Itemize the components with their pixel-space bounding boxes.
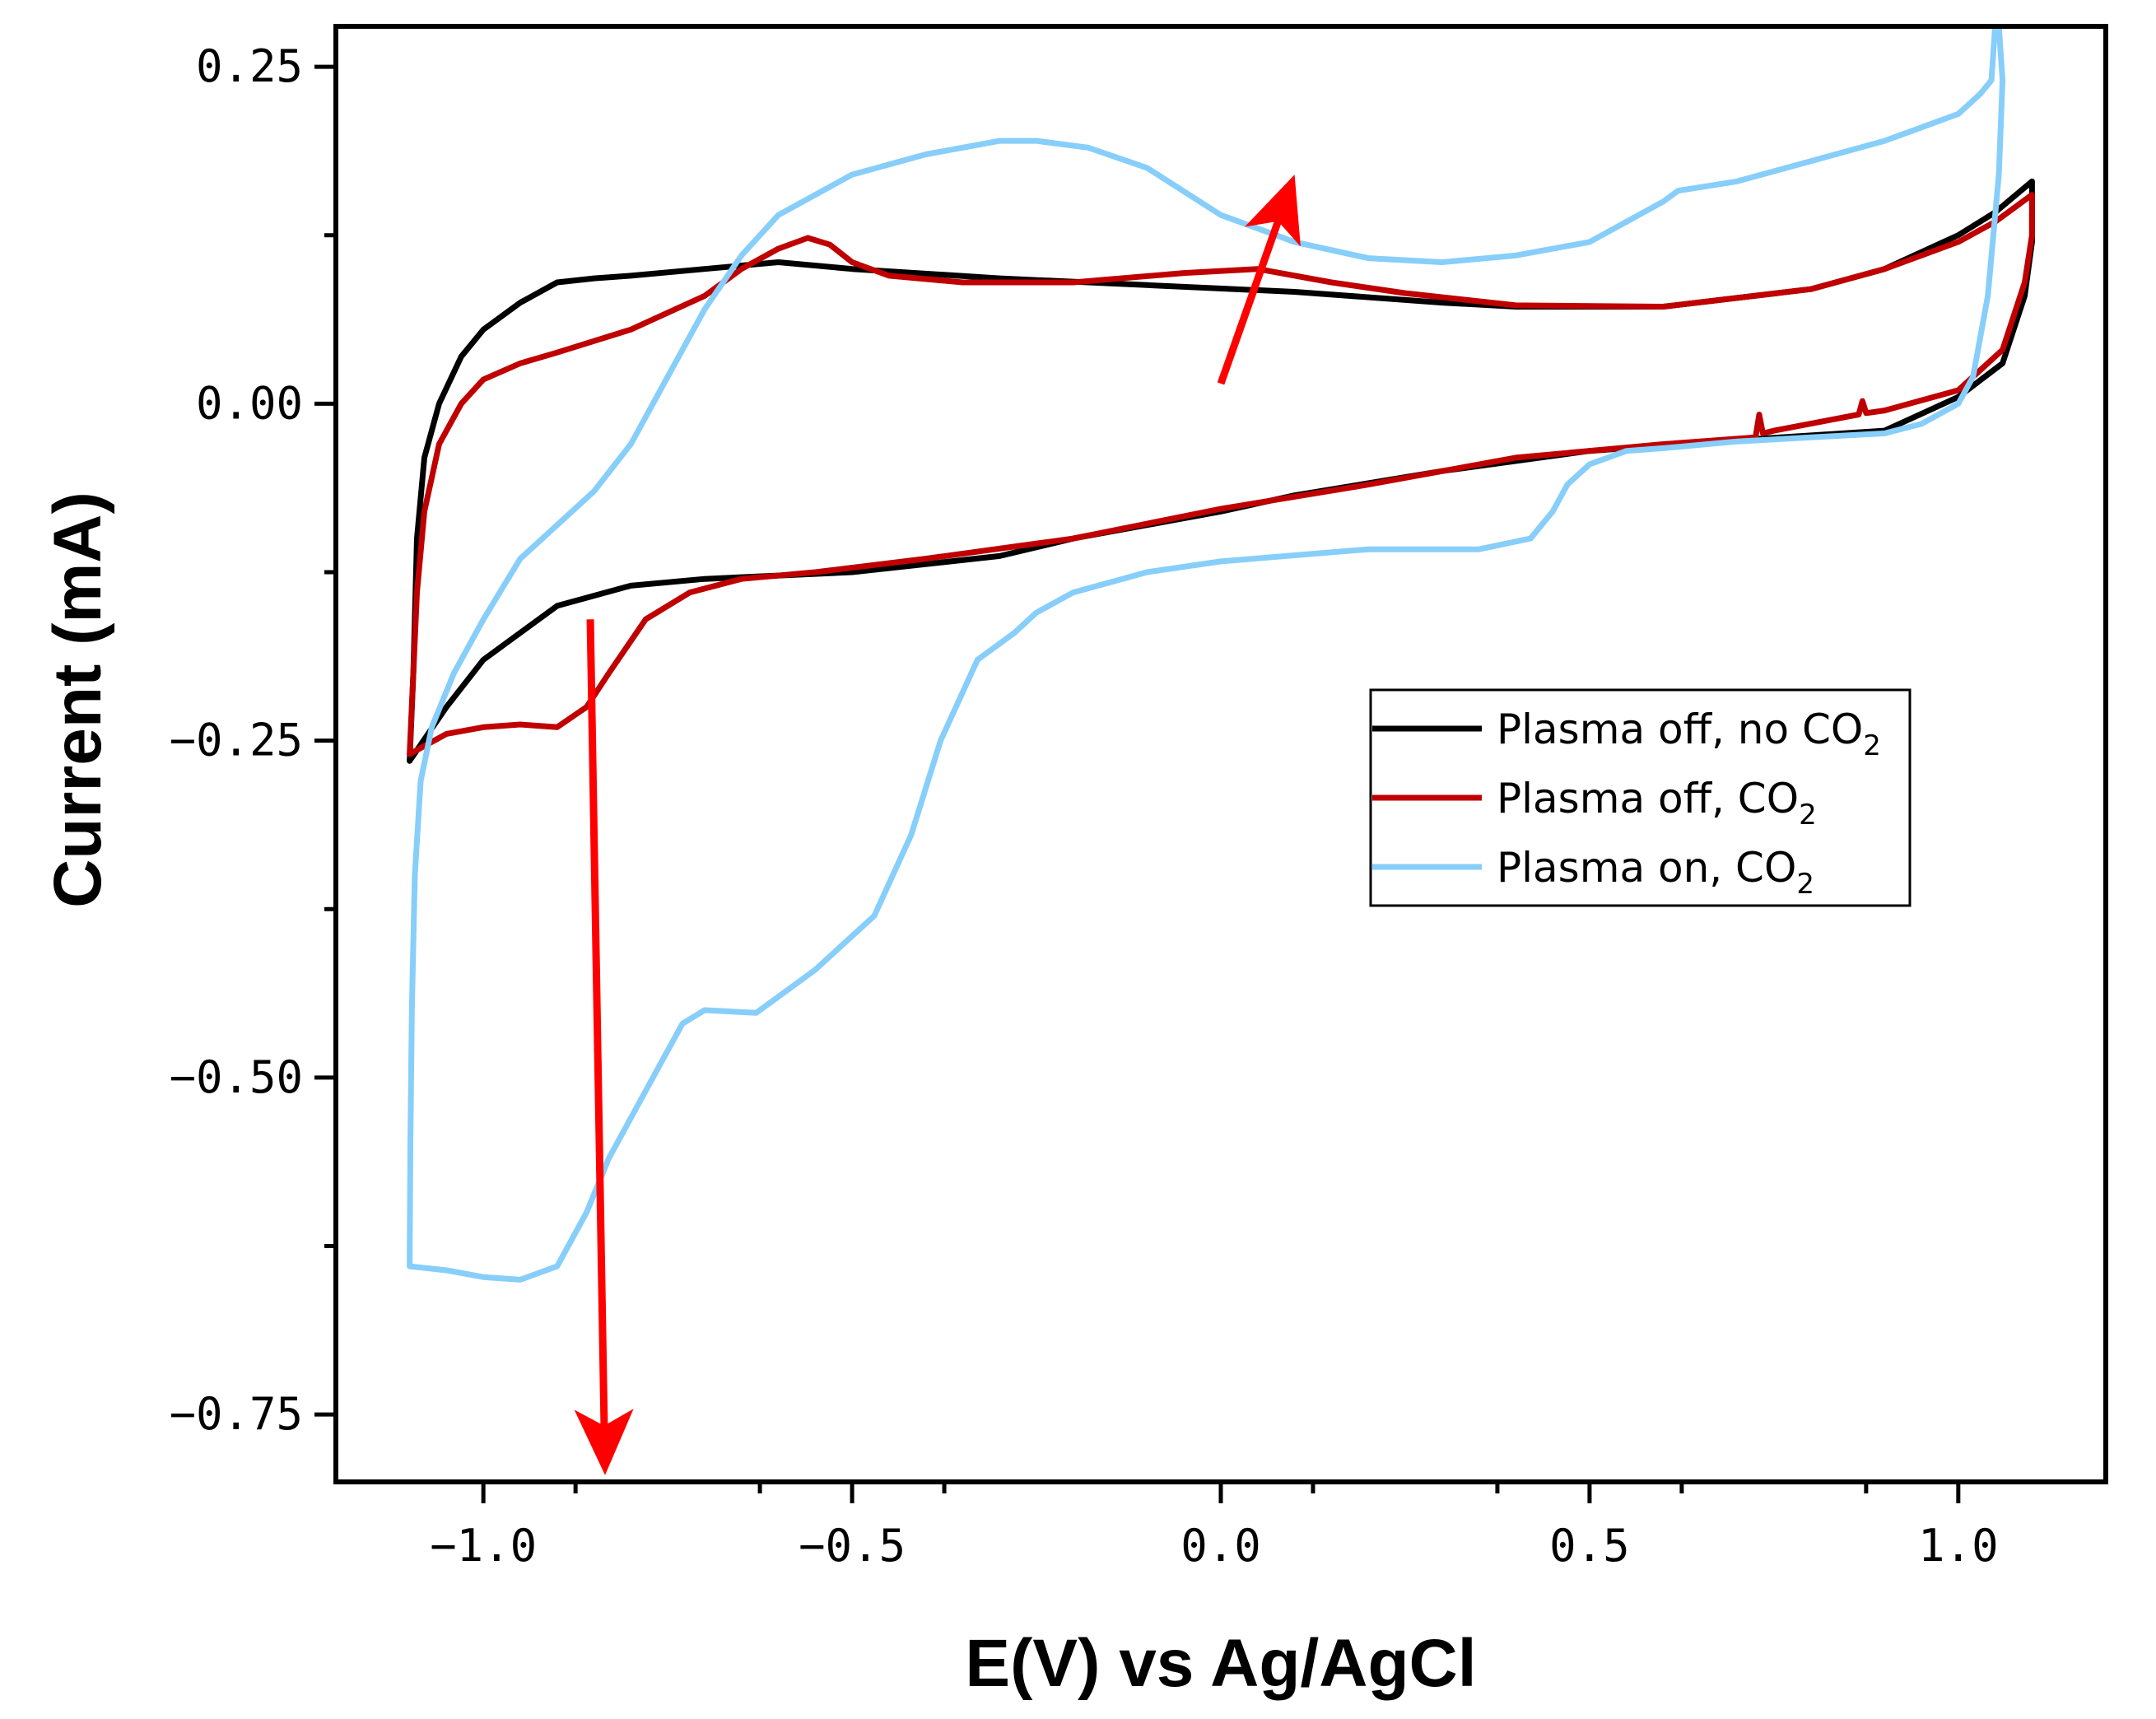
x-tick-label: −1.0	[430, 1520, 537, 1572]
y-tick-label: −0.75	[169, 1388, 303, 1440]
x-tick-label: 0.5	[1549, 1520, 1630, 1572]
x-tick-label: 0.0	[1180, 1520, 1261, 1572]
legend-label-2: Plasma off, CO2	[1497, 775, 1817, 832]
y-tick-label: −0.50	[169, 1051, 303, 1103]
x-tick-label: −0.5	[799, 1520, 906, 1572]
legend-label-3: Plasma on, CO2	[1497, 844, 1814, 901]
series-line-2	[407, 192, 2035, 757]
y-axis: 0.25 0.00 −0.25 −0.50 −0.75	[169, 40, 336, 1440]
y-axis-title: Current (mA)	[40, 491, 115, 908]
series-line-3	[407, 26, 2006, 1283]
legend-label-1: Plasma off, no CO2	[1497, 706, 1881, 762]
series-line-1	[407, 178, 2035, 764]
x-tick-label: 1.0	[1918, 1520, 1999, 1572]
arrow-shaft	[1217, 220, 1282, 385]
series-layer	[407, 26, 2035, 1283]
y-tick-label: 0.00	[196, 377, 303, 429]
legend-subscript: 2	[1863, 729, 1881, 762]
x-axis: −1.0 −0.5 0.0 0.5 1.0	[430, 1482, 1999, 1572]
legend-subscript: 2	[1799, 799, 1817, 832]
y-tick-label: −0.25	[169, 715, 303, 766]
arrow-head	[1245, 175, 1301, 247]
arrow-shaft	[586, 619, 608, 1426]
annotation-layer	[574, 175, 1301, 1475]
legend: Plasma off, no CO2 Plasma off, CO2 Plasma …	[1369, 688, 1912, 907]
annotation-arrow-2	[1217, 175, 1301, 385]
legend-subscript: 2	[1796, 868, 1814, 901]
y-tick-label: 0.25	[196, 40, 303, 92]
arrow-head	[574, 1409, 634, 1475]
x-axis-title: E(V) vs Ag/AgCl	[965, 1626, 1476, 1701]
annotation-arrow-1	[574, 619, 634, 1475]
